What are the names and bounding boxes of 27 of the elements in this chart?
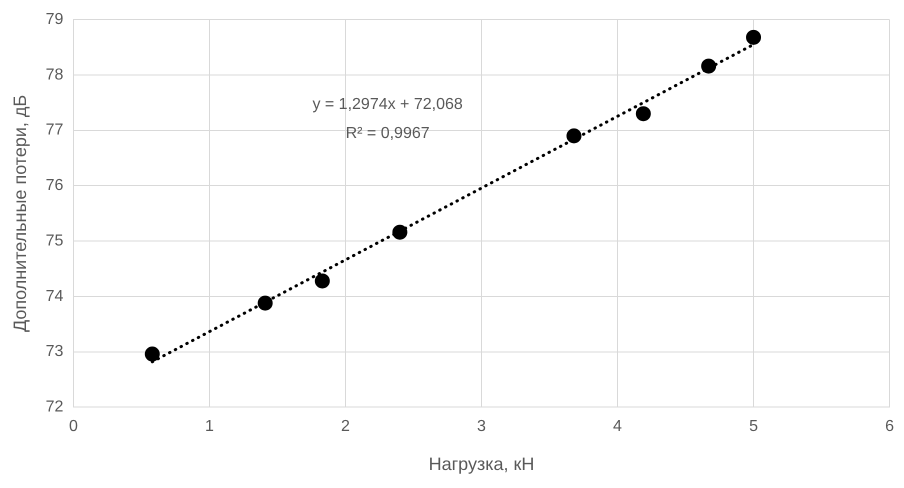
point bbox=[701, 58, 716, 74]
point bbox=[314, 273, 330, 288]
point bbox=[258, 296, 273, 311]
x-axis-title: Нагрузка, кН bbox=[428, 454, 534, 474]
y-tick-label: 75 bbox=[46, 232, 64, 250]
y-tick-label: 72 bbox=[46, 398, 64, 416]
y-tick-label: 79 bbox=[46, 11, 64, 28]
x-tick-label: 3 bbox=[477, 418, 486, 436]
point bbox=[746, 30, 762, 45]
x-tick-label: 4 bbox=[613, 418, 622, 436]
y-tick-label: 74 bbox=[46, 288, 64, 305]
y-tick-label: 78 bbox=[46, 66, 64, 84]
y-tick-label: 76 bbox=[46, 177, 64, 194]
x-tick-label: 5 bbox=[749, 418, 758, 436]
annotation: y = 1,2974x + 72,068 bbox=[312, 96, 463, 114]
x-tick-label: 1 bbox=[204, 418, 214, 436]
point bbox=[636, 106, 651, 122]
annotation: R² = 0,9967 bbox=[346, 125, 430, 142]
point bbox=[566, 128, 582, 144]
point bbox=[144, 346, 160, 362]
x-tick-label: 6 bbox=[885, 418, 894, 436]
point bbox=[392, 224, 408, 240]
x-tick-label: 2 bbox=[340, 418, 350, 436]
y-tick-label: 73 bbox=[46, 343, 64, 360]
y-axis-title: Дополнительные потери, дБ bbox=[10, 94, 30, 332]
y-tick-label: 77 bbox=[46, 122, 64, 139]
x-tick-label: 0 bbox=[68, 418, 78, 436]
